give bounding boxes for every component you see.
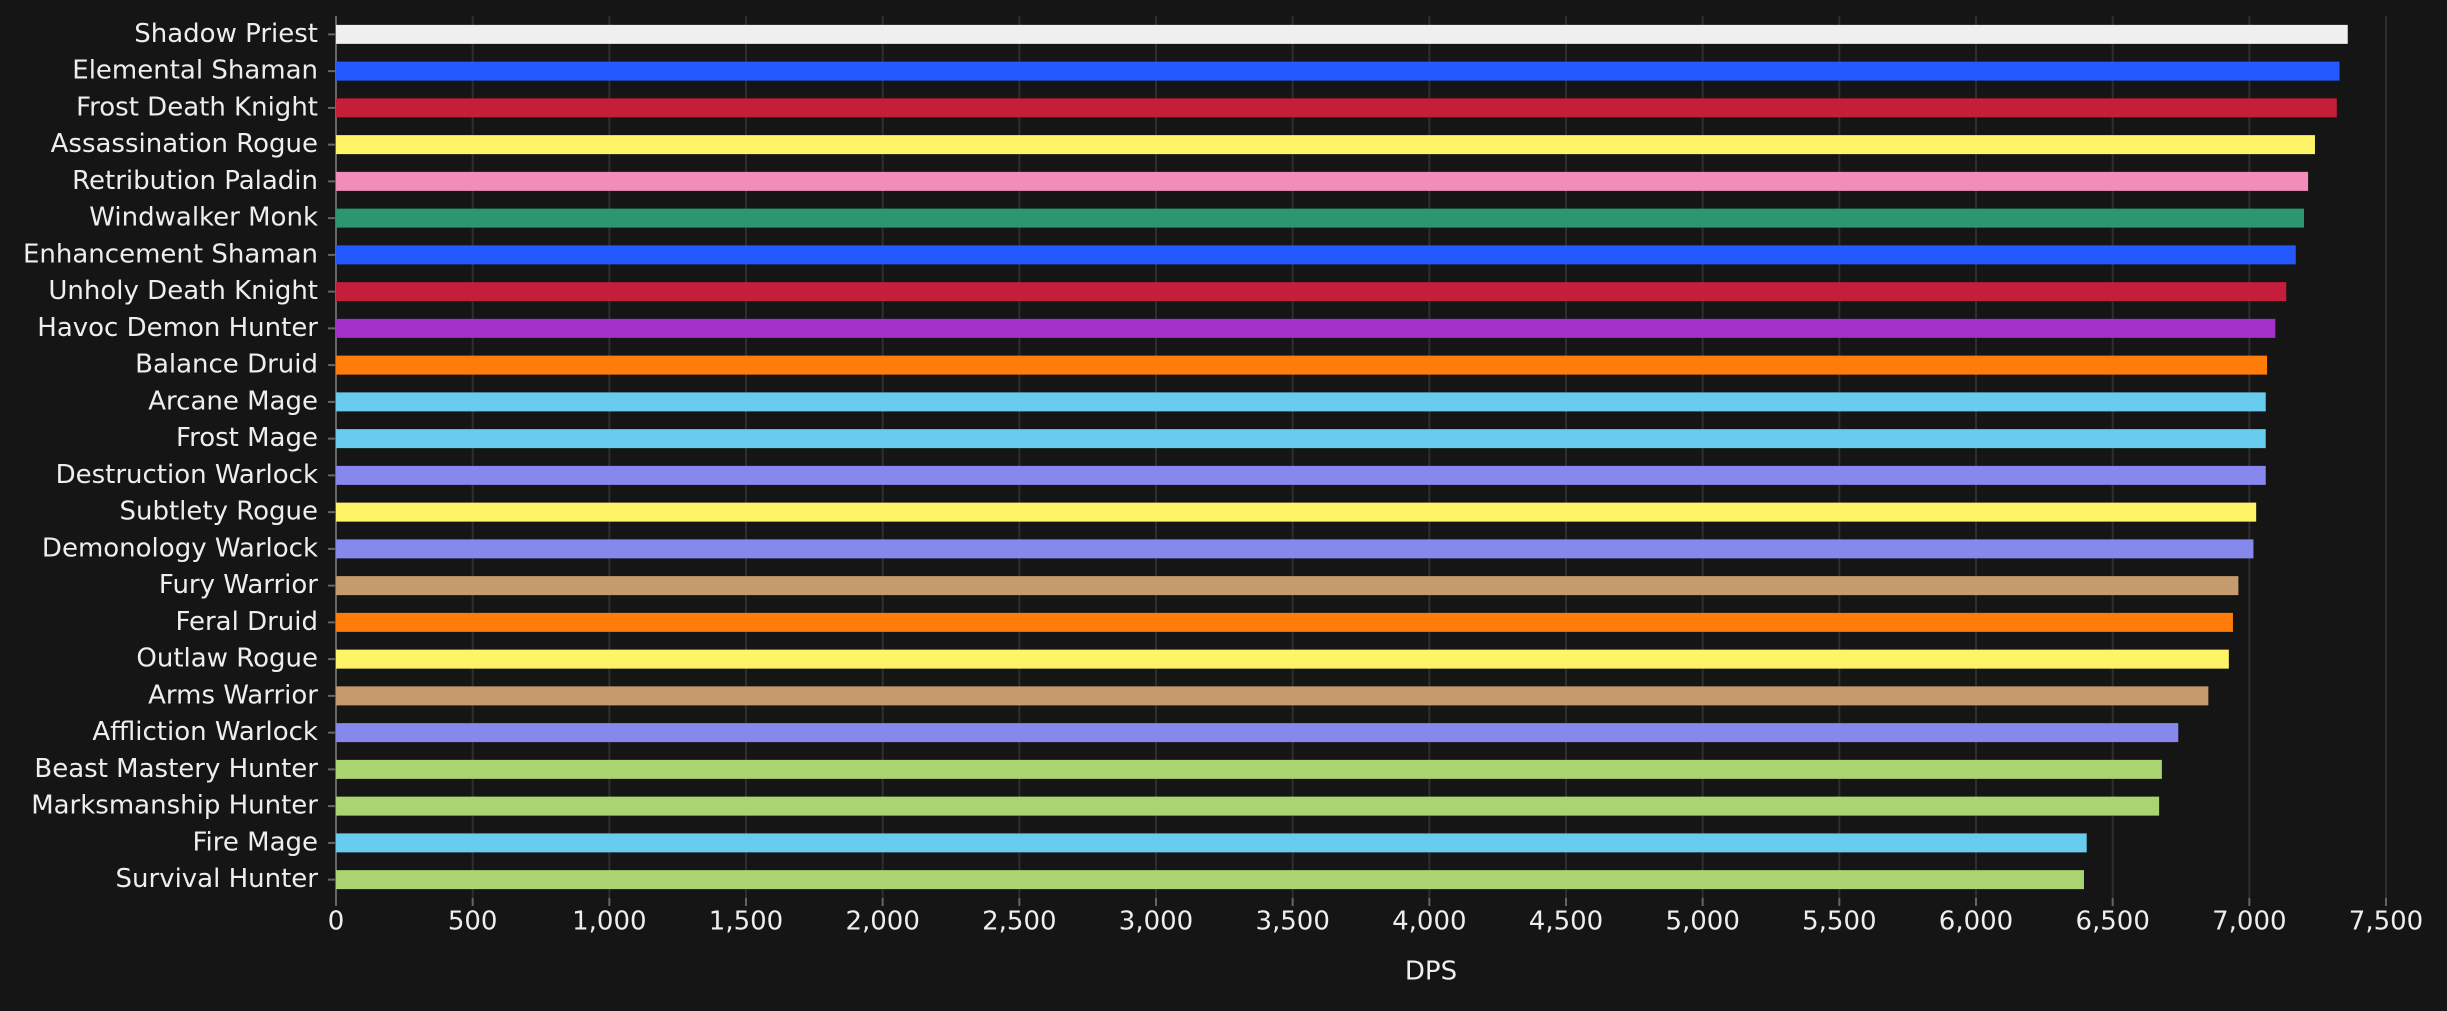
y-tick-label: Balance Druid <box>135 350 318 380</box>
x-tick-label: 1,000 <box>572 907 646 937</box>
x-tick-label: 500 <box>448 907 498 937</box>
y-tick-label: Frost Mage <box>176 423 318 453</box>
y-tick-label: Frost Death Knight <box>76 92 318 122</box>
bar <box>336 649 2229 669</box>
y-tick-label: Destruction Warlock <box>56 460 318 490</box>
x-tick-label: 5,000 <box>1665 907 1739 937</box>
bar <box>336 318 2276 338</box>
y-tick-label: Arms Warrior <box>148 680 318 710</box>
bar <box>336 576 2239 596</box>
bar <box>336 24 2348 44</box>
y-tick-label: Assassination Rogue <box>51 129 318 159</box>
x-tick-label: 4,500 <box>1529 907 1603 937</box>
y-tick-label: Marksmanship Hunter <box>31 791 318 821</box>
bar <box>336 98 2337 118</box>
y-tick-label: Unholy Death Knight <box>48 276 318 306</box>
bar <box>336 135 2315 155</box>
y-tick-label: Beast Mastery Hunter <box>34 754 318 784</box>
y-tick-label: Outlaw Rogue <box>136 644 318 674</box>
bar <box>336 171 2309 191</box>
y-tick-label: Feral Druid <box>175 607 318 637</box>
y-tick-label: Fire Mage <box>192 827 318 857</box>
bar <box>336 833 2087 853</box>
y-tick-label: Elemental Shaman <box>72 56 318 86</box>
bar <box>336 61 2340 81</box>
bar <box>336 686 2209 706</box>
y-tick-label: Demonology Warlock <box>42 533 318 563</box>
y-tick-label: Subtlety Rogue <box>119 497 318 527</box>
y-tick-label: Affliction Warlock <box>92 717 318 747</box>
x-tick-label: 6,000 <box>1939 907 2013 937</box>
bar <box>336 723 2179 743</box>
x-tick-label: 3,500 <box>1255 907 1329 937</box>
y-tick-label: Arcane Mage <box>148 386 318 416</box>
x-tick-label: 1,500 <box>709 907 783 937</box>
x-tick-label: 4,000 <box>1392 907 1466 937</box>
bar <box>336 355 2268 375</box>
y-tick-label: Havoc Demon Hunter <box>37 313 318 343</box>
x-tick-label: 0 <box>328 907 345 937</box>
y-tick-label: Enhancement Shaman <box>23 239 318 269</box>
bar <box>336 208 2304 228</box>
x-tick-label: 3,000 <box>1119 907 1193 937</box>
bar <box>336 465 2266 485</box>
bar <box>336 539 2254 559</box>
y-tick-label: Windwalker Monk <box>89 203 318 233</box>
x-tick-label: 2,500 <box>982 907 1056 937</box>
x-tick-label: 7,500 <box>2349 907 2423 937</box>
y-tick-label: Survival Hunter <box>116 864 319 894</box>
bar <box>336 282 2287 302</box>
x-tick-label: 5,500 <box>1802 907 1876 937</box>
bar <box>336 612 2233 632</box>
y-tick-label: Fury Warrior <box>159 570 318 600</box>
x-tick-label: 6,500 <box>2075 907 2149 937</box>
bar <box>336 759 2162 779</box>
x-axis-label: DPS <box>1405 957 1457 987</box>
y-tick-label: Shadow Priest <box>134 19 318 49</box>
bar <box>336 502 2257 522</box>
bar <box>336 392 2266 412</box>
bar <box>336 429 2266 449</box>
bar <box>336 796 2160 816</box>
y-tick-label: Retribution Paladin <box>72 166 318 196</box>
x-tick-label: 2,000 <box>845 907 919 937</box>
bar <box>336 870 2084 890</box>
bar <box>336 245 2296 265</box>
x-tick-label: 7,000 <box>2212 907 2286 937</box>
